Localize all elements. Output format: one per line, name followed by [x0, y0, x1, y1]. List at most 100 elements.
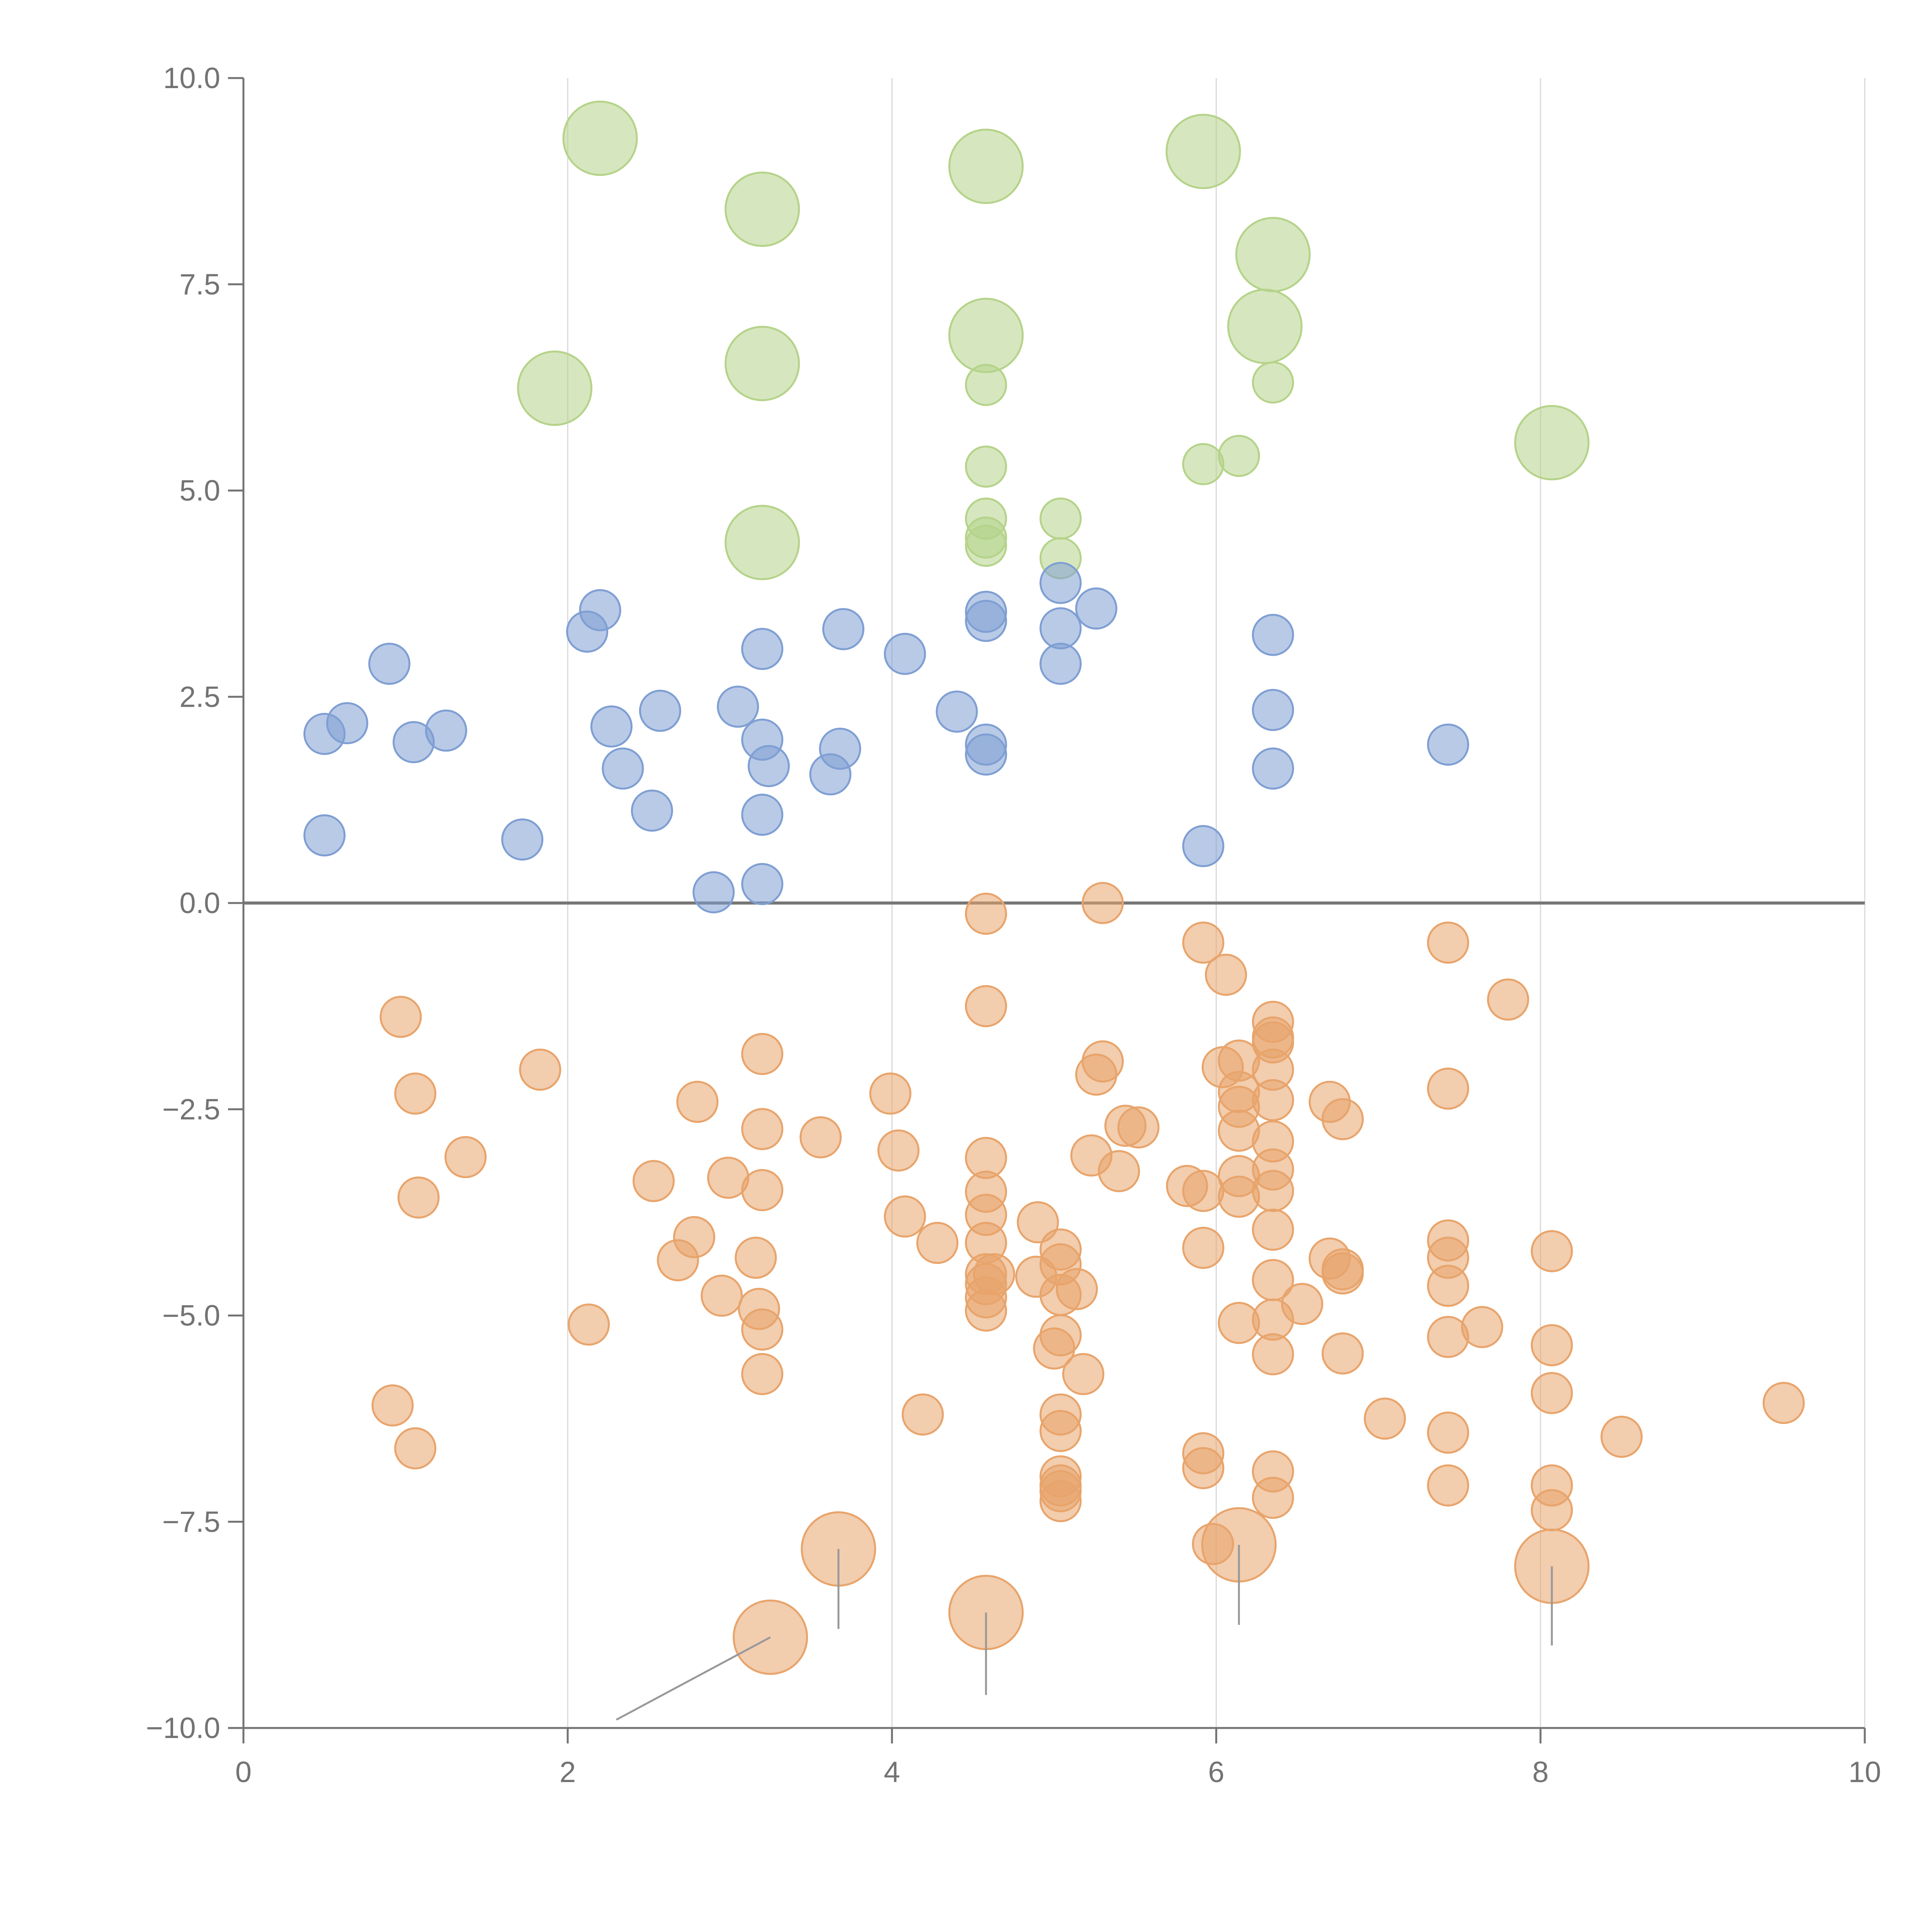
data-point-orange [397, 1176, 440, 1219]
label-leader-lines [616, 1545, 1553, 1721]
data-point-orange [1252, 1333, 1294, 1376]
data-point-orange [1182, 921, 1225, 964]
data-point-orange [394, 1072, 437, 1115]
data-point-green [1039, 497, 1082, 540]
data-point-orange [701, 1274, 743, 1317]
data-point-orange [1427, 1265, 1469, 1307]
data-point-blue [717, 685, 759, 728]
data-point-orange [1281, 1283, 1323, 1325]
data-point-blue [631, 789, 673, 832]
data-point-orange [965, 893, 1007, 935]
data-point-orange [741, 1353, 784, 1395]
data-point-green [965, 446, 1007, 488]
axes [228, 77, 1866, 1743]
data-point-orange [869, 1072, 912, 1115]
data-point-orange [1321, 1098, 1364, 1140]
data-point-green [1182, 443, 1225, 485]
data-point-green-large [1165, 114, 1241, 189]
data-point-orange [1321, 1332, 1364, 1375]
data-point-blue [1182, 825, 1225, 867]
data-point-orange [1017, 1201, 1059, 1243]
data-point-green-large [724, 505, 800, 580]
y-tick-label: −10.0 [146, 1712, 220, 1745]
data-point-orange [379, 996, 422, 1038]
data-point-orange [676, 1081, 719, 1123]
data-point-orange [633, 1160, 675, 1202]
y-tick-label: 2.5 [179, 680, 220, 713]
data-point-blue [590, 705, 633, 748]
data-point-green-large [724, 326, 800, 401]
data-point-orange [1364, 1397, 1406, 1440]
data-point-blue [965, 600, 1007, 642]
data-point-blue [884, 633, 926, 675]
data-point-blue [602, 747, 644, 790]
data-point-blue [741, 863, 784, 905]
data-point-orange [394, 1427, 437, 1469]
y-tick-label: −7.5 [162, 1505, 220, 1538]
x-tick-label: 0 [235, 1756, 252, 1789]
data-point-green-large [562, 100, 638, 176]
data-point-blue [741, 794, 784, 836]
data-point-blue [1427, 723, 1469, 766]
data-point-blue [1252, 614, 1294, 656]
data-point-orange [1182, 1226, 1225, 1269]
data-point-green [1218, 435, 1260, 477]
data-point-orange [877, 1129, 920, 1172]
data-point-orange [1487, 978, 1529, 1021]
data-point-orange [965, 1289, 1007, 1332]
data-point-blue [303, 814, 346, 857]
data-point-orange [1252, 1079, 1294, 1121]
data-point-green-large [724, 171, 800, 247]
data-point-blue [741, 628, 784, 670]
data-point-blue [579, 589, 621, 631]
data-point-orange [901, 1393, 944, 1436]
x-tick-label: 4 [884, 1756, 900, 1789]
data-point-blue [1039, 607, 1082, 650]
data-point-orange [371, 1384, 414, 1427]
data-point-green-large [517, 350, 593, 426]
data-point-orange [1062, 1353, 1105, 1395]
x-tick-label: 8 [1532, 1756, 1549, 1789]
data-point-blue [368, 643, 411, 685]
data-point-orange [1427, 1464, 1469, 1507]
data-point-orange [916, 1222, 959, 1264]
data-point-orange [1531, 1324, 1573, 1366]
tick-labels: 10.0 7.5 5.0 2.5 0.0 −2.5 −5.0 −7.5 −10.0 0 2 4 6 8 10 [146, 62, 1881, 1789]
data-point-blue [1252, 689, 1294, 731]
data-point-orange [1117, 1106, 1160, 1149]
data-point-blue [501, 818, 544, 861]
data-point-blue [822, 608, 865, 650]
data-point-orange [1427, 921, 1469, 964]
data-point-orange [799, 1116, 842, 1158]
data-point-orange [673, 1216, 715, 1259]
data-point-orange [1075, 1053, 1117, 1096]
data-points [303, 100, 1805, 1675]
data-point-green-large [1235, 217, 1311, 293]
data-point-orange [519, 1048, 561, 1091]
data-point-blue [326, 702, 369, 745]
data-point-orange [1082, 882, 1124, 924]
data-point-orange [741, 1169, 784, 1211]
data-point-blue [965, 733, 1007, 776]
data-point-orange [1182, 1170, 1225, 1212]
y-tick-label: 0.0 [179, 887, 220, 920]
data-point-orange [735, 1236, 777, 1279]
data-point-orange [1762, 1382, 1805, 1424]
data-point-orange [741, 1033, 784, 1075]
y-tick-label: −5.0 [162, 1299, 220, 1332]
data-point-orange [1321, 1252, 1364, 1295]
data-point-orange [1098, 1150, 1140, 1192]
data-point-orange [568, 1303, 610, 1346]
data-point-blue [639, 690, 681, 732]
y-tick-label: 7.5 [179, 268, 220, 301]
data-point-orange [1039, 1480, 1082, 1522]
data-point-orange [1252, 1170, 1294, 1212]
data-point-blue [748, 745, 790, 787]
data-point-orange [1531, 1489, 1573, 1531]
data-point-blue [935, 690, 978, 733]
data-point-orange [1056, 1268, 1098, 1310]
x-tick-label: 6 [1208, 1756, 1224, 1789]
data-point-orange [1033, 1327, 1075, 1370]
data-point-orange [1252, 1476, 1294, 1519]
